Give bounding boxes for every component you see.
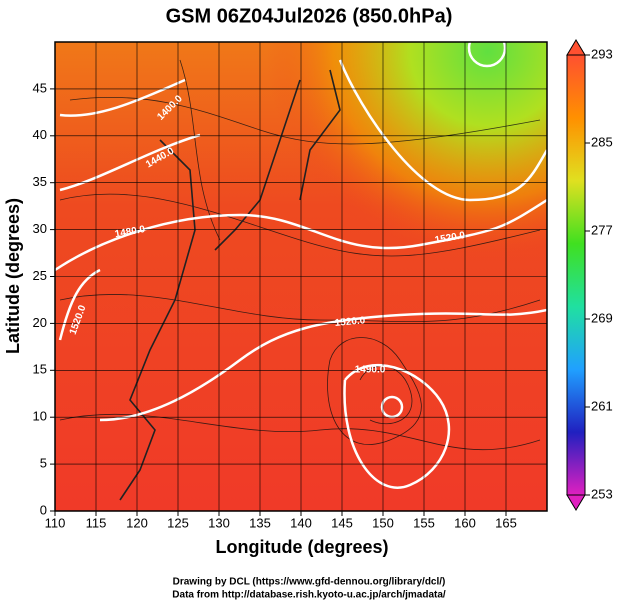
- x-axis-label: Longitude (degrees): [215, 537, 388, 557]
- x-tick-label: 150: [372, 515, 394, 530]
- contour-label: 1520.0: [434, 230, 466, 246]
- y-tick-label: 10: [33, 409, 47, 424]
- y-tick-label: 0: [40, 502, 47, 517]
- x-tick-label: 140: [290, 515, 312, 530]
- y-tick-label: 45: [33, 80, 47, 95]
- colorbar: [566, 54, 586, 496]
- contour-label: 1480.0: [114, 224, 146, 240]
- x-tick-label: 115: [86, 515, 107, 530]
- contour-label: 1490.0: [355, 365, 386, 376]
- x-tick-label: 145: [331, 515, 353, 530]
- contour-label: 1520.0: [334, 315, 366, 329]
- title: GSM 06Z04Jul2026 (850.0hPa): [166, 5, 453, 27]
- x-tick-label: 125: [167, 515, 189, 530]
- colorbar-tick-label: 277: [591, 222, 613, 237]
- x-tick-label: 130: [208, 515, 230, 530]
- colorbar-tick-label: 293: [591, 46, 613, 61]
- colorbar-tick-label: 285: [591, 134, 613, 149]
- y-tick-label: 20: [33, 315, 47, 330]
- colorbar-tick-label: 269: [591, 310, 613, 325]
- colorbar-max-arrow: [566, 39, 586, 56]
- colorbar-tick-label: 253: [591, 486, 613, 501]
- y-tick-label: 40: [33, 127, 47, 142]
- x-tick-label: 120: [126, 515, 148, 530]
- credit: Drawing by DCL (https://www.gfd-dennou.o…: [173, 577, 446, 588]
- x-tick-label: 160: [454, 515, 476, 530]
- y-tick-label: 25: [33, 268, 47, 283]
- x-tick-label: 135: [249, 515, 271, 530]
- x-tick-label: 110: [45, 515, 66, 530]
- y-tick-label: 35: [33, 174, 47, 189]
- colorbar-tick-label: 261: [591, 398, 613, 413]
- x-tick-label: 165: [495, 515, 517, 530]
- colorbar-min-arrow: [566, 494, 586, 511]
- y-axis-label: Latitude (degrees): [3, 198, 23, 354]
- credit: Data from http://database.rish.kyoto-u.a…: [172, 590, 446, 601]
- y-tick-label: 15: [33, 362, 47, 377]
- y-tick-label: 5: [40, 456, 47, 471]
- y-tick-label: 30: [33, 221, 47, 236]
- x-tick-label: 155: [413, 515, 435, 530]
